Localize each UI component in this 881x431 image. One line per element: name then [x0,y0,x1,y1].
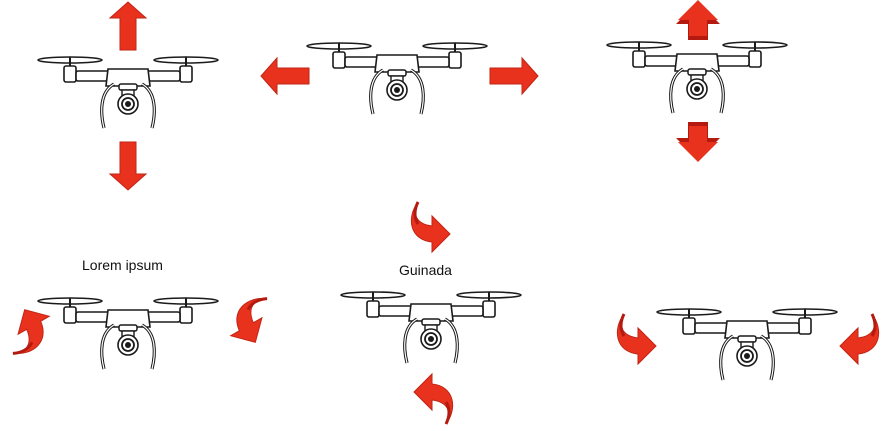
rotation-arrow-left-icon [615,312,658,366]
drone-roll-icon [36,296,220,371]
drone-rotation-icon [655,307,839,382]
tilt-arrow-right-icon [218,291,285,353]
arrow-up-icon [109,1,147,51]
yaw-arrow-top-icon [409,200,452,254]
arrow-left-icon [260,57,310,95]
rotation-arrow-right-icon [838,312,881,366]
roll-caption: Lorem ipsum [82,257,163,273]
block-arrow-up-icon [676,0,720,40]
arrow-down-icon [109,141,147,191]
drone-pitch-icon [36,55,220,130]
yaw-caption: Guinada [399,262,452,278]
drone-altitude-icon [605,40,789,115]
drone-yaw-icon [339,290,523,365]
drone-lateral-icon [305,41,489,116]
arrow-right-icon [489,57,539,95]
yaw-arrow-bottom-icon [412,372,455,426]
block-arrow-down-icon [676,122,720,162]
tilt-arrow-left-icon [0,299,62,361]
